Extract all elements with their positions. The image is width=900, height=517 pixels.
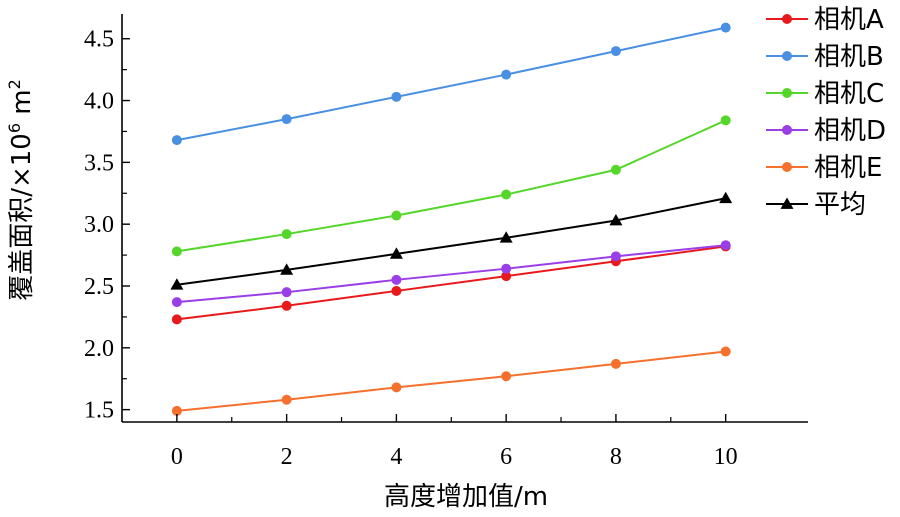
data-point (171, 297, 182, 308)
x-tick-label: 8 (610, 444, 622, 470)
data-point (501, 69, 512, 80)
data-point (171, 246, 182, 257)
y-tick-label: 2.0 (84, 336, 114, 362)
series-line-3 (176, 119, 727, 253)
data-point (720, 22, 731, 33)
data-point (501, 263, 512, 274)
x-tick-label: 4 (390, 444, 402, 470)
data-point (391, 285, 402, 296)
legend-label: 相机B (814, 42, 884, 72)
y-tick-label: 4.5 (84, 27, 114, 53)
y-axis-title-main: 覆盖面积/×10 (7, 133, 37, 301)
series-line-5 (176, 350, 726, 412)
data-point (720, 115, 731, 126)
data-point (391, 382, 402, 393)
data-point (171, 314, 182, 325)
data-point (610, 46, 621, 57)
legend-marker (782, 125, 792, 135)
plot-area (170, 22, 733, 416)
x-tick-label: 2 (281, 444, 293, 470)
data-point (610, 251, 621, 262)
data-point (391, 210, 402, 221)
axes: 1.5 2.0 2.5 3.0 3.5 4.0 4.5 0 2 4 6 8 10 (84, 14, 808, 470)
y-axis-title: 覆盖面积/×106 m2 (5, 79, 37, 301)
legend-label: 相机E (814, 153, 882, 183)
series-line-4 (176, 244, 726, 304)
data-point (501, 189, 512, 200)
legend-label: 相机A (814, 5, 884, 35)
y-tick-label: 3.0 (84, 212, 114, 238)
data-point (719, 191, 733, 204)
legend: 相机A 相机B 相机C 相机D 相机E 平均 (766, 5, 886, 220)
y-tick-label: 4.0 (84, 89, 114, 115)
data-point (720, 346, 731, 357)
legend-label: 相机C (814, 79, 884, 109)
legend-label: 相机D (814, 116, 886, 146)
series-line-6 (176, 197, 726, 286)
x-tick-label: 6 (500, 444, 512, 470)
legend-marker (780, 197, 794, 209)
data-point (281, 300, 292, 311)
data-point (391, 91, 402, 102)
data-point (501, 371, 512, 382)
data-point (280, 263, 294, 275)
data-point (499, 231, 513, 243)
data-point (170, 278, 184, 290)
x-tick-label: 10 (714, 444, 738, 470)
x-tick-label: 0 (171, 444, 183, 470)
data-point (281, 114, 292, 125)
series-line-1 (176, 245, 726, 321)
x-axis-title: 高度增加值/m (384, 482, 548, 512)
legend-label: 平均 (814, 190, 866, 220)
data-point (609, 213, 623, 226)
y-tick-label: 1.5 (84, 398, 114, 424)
y-tick-label: 3.5 (84, 150, 114, 176)
data-point (281, 394, 292, 405)
y-axis-title-exponent: 6 (5, 123, 24, 133)
data-point (610, 164, 621, 175)
data-point (281, 229, 292, 240)
data-point (171, 405, 182, 416)
data-point (281, 287, 292, 298)
data-point (391, 274, 402, 285)
data-point (171, 135, 182, 146)
data-point (720, 240, 731, 251)
data-point (501, 271, 512, 282)
data-point (610, 358, 621, 369)
legend-marker (782, 162, 792, 172)
legend-marker (782, 88, 792, 98)
y-axis-title-unit: m (7, 89, 37, 123)
legend-marker (782, 14, 792, 24)
series-line-2 (176, 26, 726, 142)
y-tick-label: 2.5 (84, 274, 114, 300)
data-point (389, 247, 403, 259)
y-axis-title-unit-exponent: 2 (5, 79, 24, 89)
legend-marker (782, 51, 792, 61)
